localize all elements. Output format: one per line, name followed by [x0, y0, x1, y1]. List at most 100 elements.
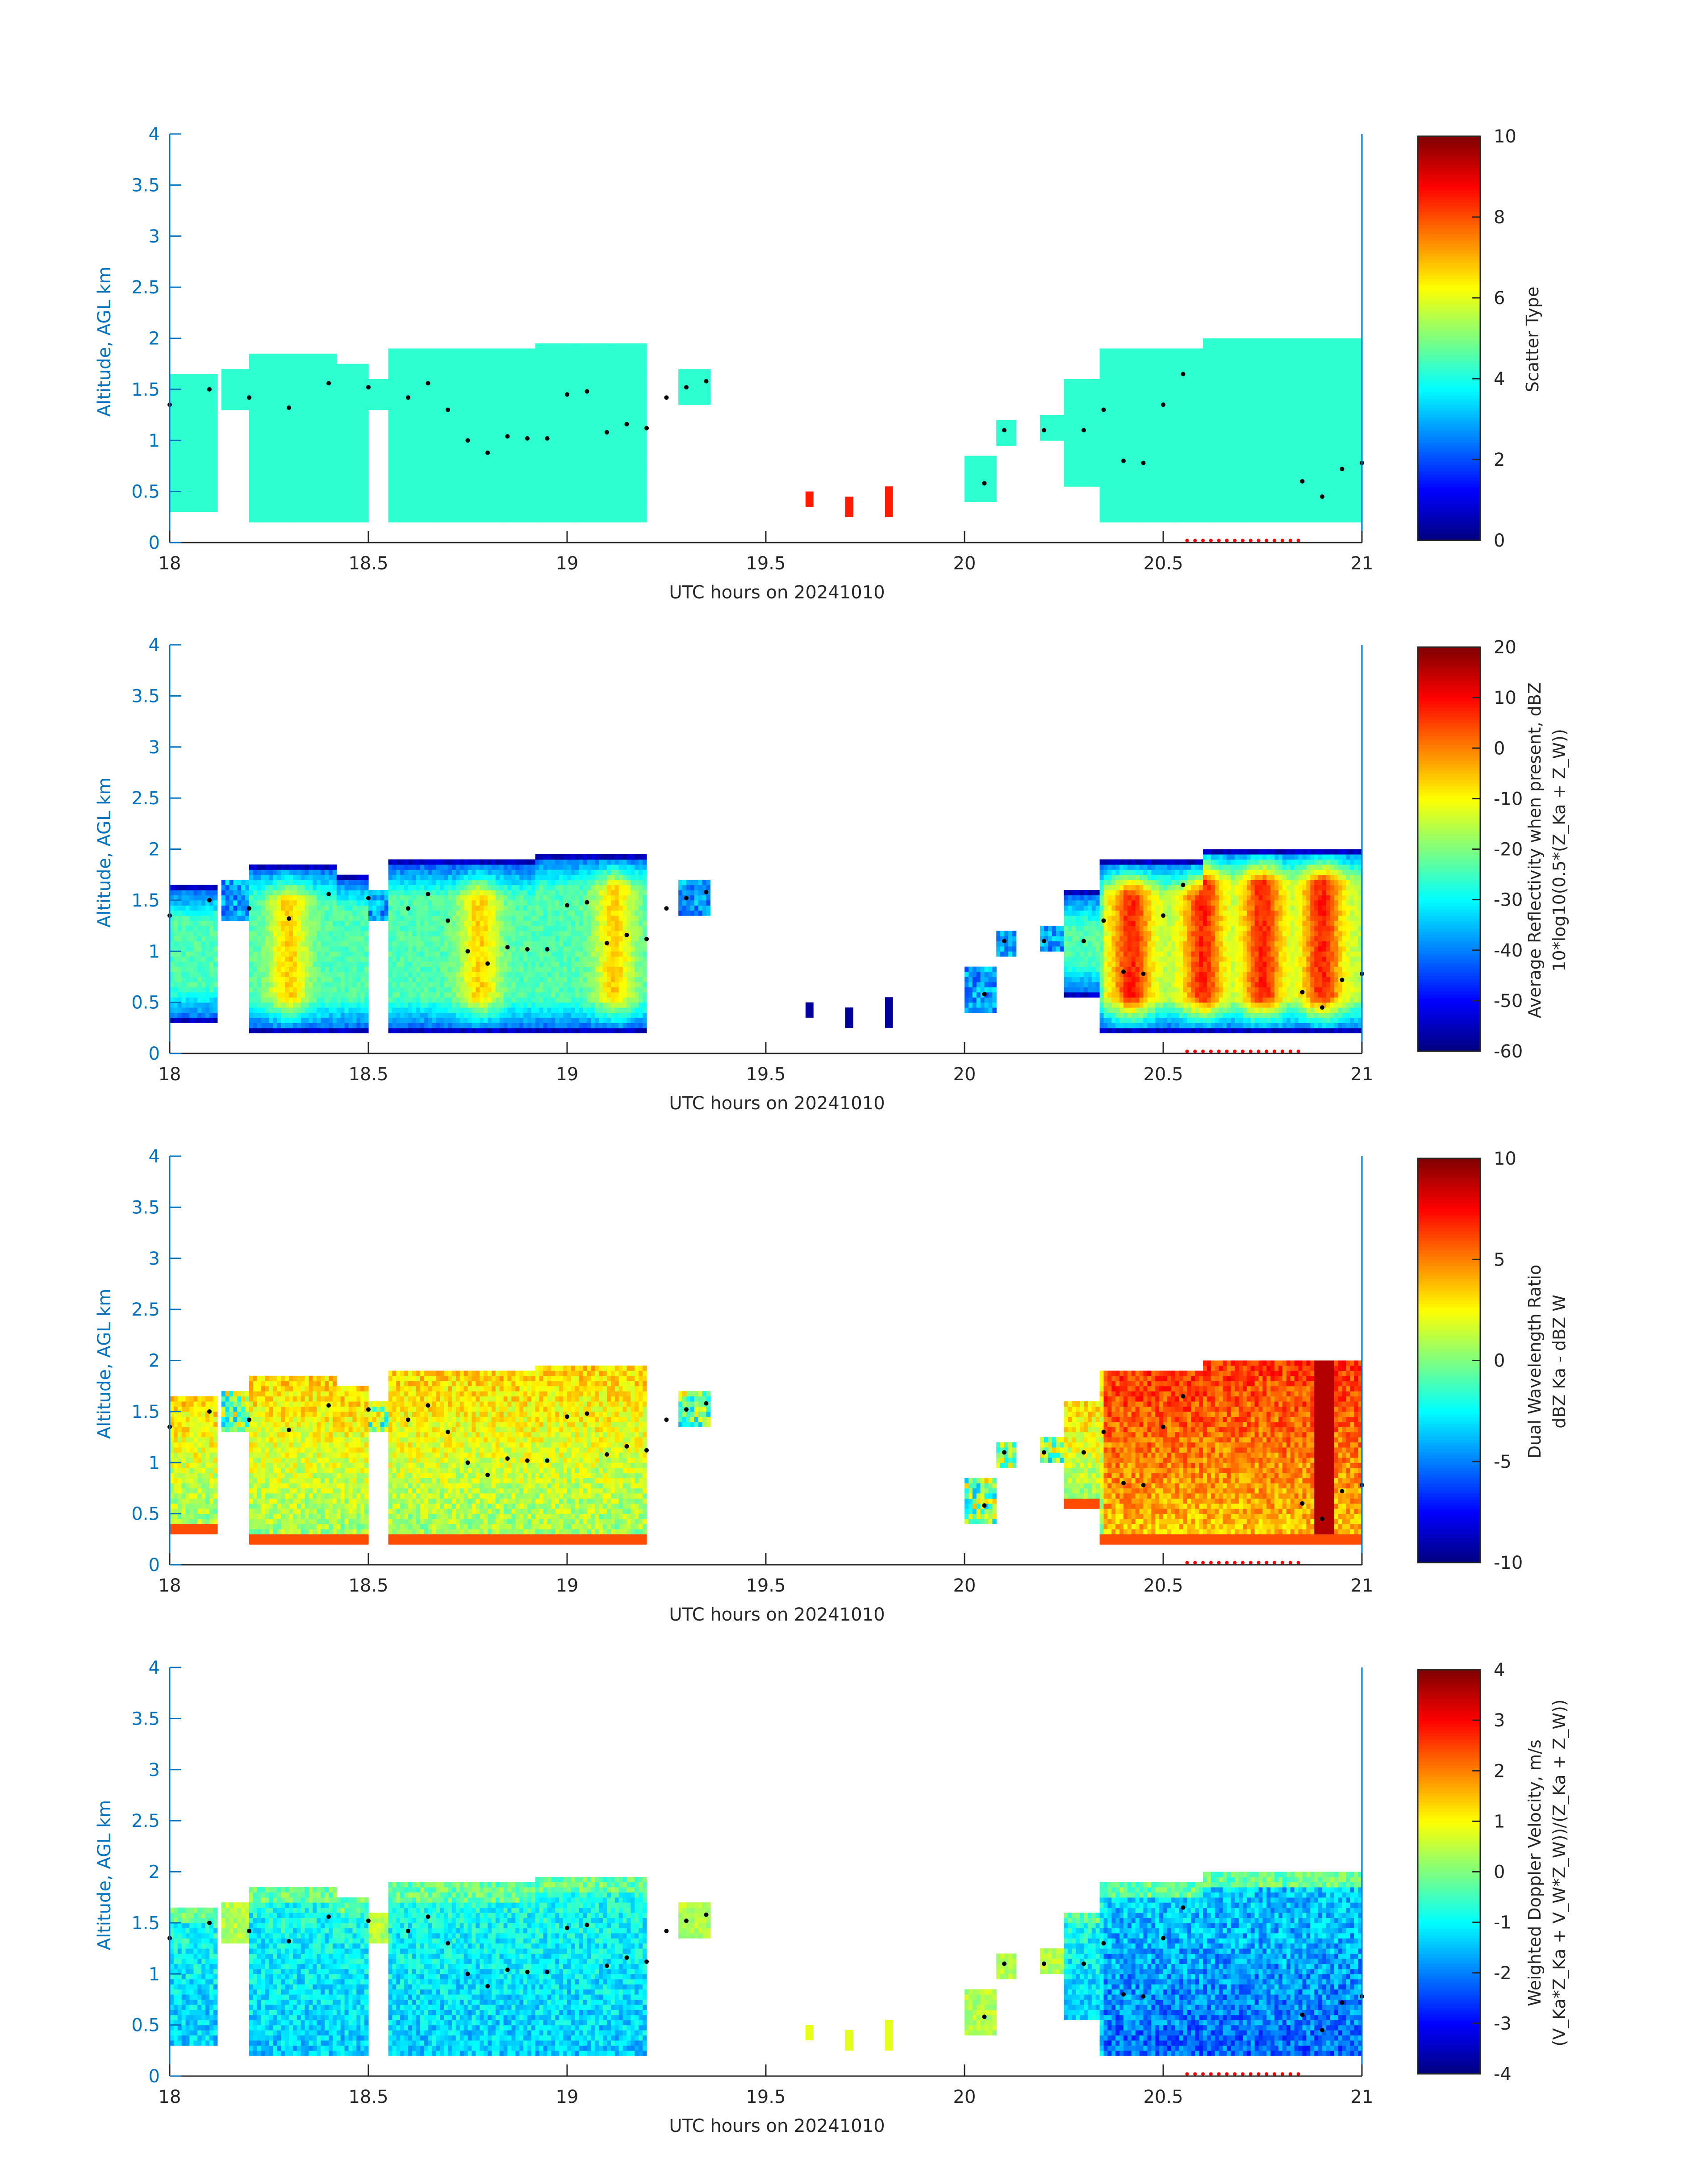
- heatmap-cell: [309, 517, 313, 522]
- heatmap-cell: [333, 451, 337, 456]
- heatmap-cell: [349, 497, 353, 502]
- heatmap-cell: [193, 507, 198, 512]
- heatmap-cell: [257, 359, 262, 364]
- heatmap-cell: [257, 430, 262, 435]
- heatmap-cell: [356, 476, 361, 481]
- heatmap-cell: [197, 435, 202, 441]
- heatmap-cell: [345, 486, 349, 492]
- heatmap-cell: [293, 405, 297, 410]
- heatmap-cell: [245, 374, 250, 380]
- heatmap-cell: [297, 400, 301, 405]
- heatmap-cell: [277, 471, 281, 476]
- heatmap-cell: [313, 435, 317, 441]
- heatmap-cell: [285, 451, 289, 456]
- heatmap-cell: [265, 446, 270, 451]
- heatmap-cell: [317, 420, 321, 426]
- heatmap-cell: [178, 374, 182, 380]
- heatmap-cell: [241, 394, 246, 400]
- heatmap-cell: [313, 446, 317, 451]
- heatmap-cell: [182, 425, 186, 430]
- heatmap-cell: [309, 507, 313, 512]
- heatmap-cell: [313, 451, 317, 456]
- heatmap-cell: [345, 389, 349, 395]
- heatmap-cell: [261, 369, 266, 374]
- heatmap-cell: [285, 492, 289, 497]
- heatmap-cell: [337, 456, 341, 461]
- heatmap-cell: [205, 394, 210, 400]
- heatmap-cell: [190, 435, 194, 441]
- heatmap-cell: [352, 466, 357, 471]
- heatmap-cell: [273, 517, 277, 522]
- heatmap-cell: [269, 389, 274, 395]
- heatmap-cell: [329, 446, 333, 451]
- heatmap-cell: [237, 405, 242, 410]
- heatmap-cell: [329, 415, 333, 420]
- heatmap-cell: [333, 507, 337, 512]
- heatmap-cell: [201, 466, 206, 471]
- heatmap-cell: [182, 405, 186, 410]
- heatmap-cell: [309, 461, 313, 466]
- heatmap-cell: [193, 410, 198, 415]
- heatmap-cell: [281, 517, 285, 522]
- heatmap-cell: [213, 374, 218, 380]
- heatmap-cell: [321, 456, 325, 461]
- heatmap-cell: [356, 471, 361, 476]
- heatmap-cell: [317, 456, 321, 461]
- heatmap-cell: [197, 502, 202, 507]
- heatmap-cell: [345, 405, 349, 410]
- heatmap-cell: [341, 440, 345, 446]
- heatmap-cell: [345, 517, 349, 522]
- heatmap-cell: [345, 374, 349, 380]
- heatmap-cell: [186, 461, 190, 466]
- heatmap-cell: [301, 384, 305, 389]
- heatmap-cell: [329, 410, 333, 415]
- heatmap-cell: [261, 517, 266, 522]
- heatmap-cell: [253, 486, 258, 492]
- heatmap-cell: [265, 374, 270, 380]
- heatmap-cell: [281, 451, 285, 456]
- heatmap-cell: [352, 476, 357, 481]
- heatmap-cell: [333, 435, 337, 441]
- heatmap-cell: [281, 389, 285, 395]
- heatmap-cell: [281, 415, 285, 420]
- heatmap-cell: [313, 354, 317, 359]
- heatmap-cell: [325, 400, 329, 405]
- heatmap-cell: [333, 466, 337, 471]
- heatmap-cell: [257, 466, 262, 471]
- heatmap-cell: [257, 486, 262, 492]
- heatmap-cell: [301, 476, 305, 481]
- heatmap-cell: [297, 369, 301, 374]
- heatmap-cell: [321, 492, 325, 497]
- heatmap-cell: [333, 354, 337, 359]
- heatmap-cell: [301, 415, 305, 420]
- heatmap-cell: [190, 502, 194, 507]
- heatmap-cell: [193, 481, 198, 487]
- heatmap-cell: [190, 420, 194, 426]
- heatmap-cell: [313, 374, 317, 380]
- heatmap-cell: [178, 466, 182, 471]
- heatmap-cell: [356, 456, 361, 461]
- heatmap-cell: [237, 394, 242, 400]
- heatmap-cell: [301, 430, 305, 435]
- heatmap-cell: [329, 359, 333, 364]
- heatmap-cell: [277, 394, 281, 400]
- heatmap-cell: [317, 359, 321, 364]
- heatmap-cell: [285, 415, 289, 420]
- heatmap-cell: [297, 415, 301, 420]
- heatmap-cell: [226, 374, 230, 380]
- heatmap-cell: [182, 486, 186, 492]
- heatmap-cell: [297, 512, 301, 517]
- heatmap-cell: [356, 497, 361, 502]
- heatmap-cell: [273, 481, 277, 487]
- heatmap-cell: [313, 369, 317, 374]
- heatmap-cell: [257, 492, 262, 497]
- heatmap-cell: [257, 517, 262, 522]
- heatmap-cell: [253, 430, 258, 435]
- heatmap-cell: [261, 471, 266, 476]
- heatmap-cell: [245, 384, 250, 389]
- heatmap-cell: [341, 435, 345, 441]
- heatmap-cell: [349, 400, 353, 405]
- heatmap-cell: [249, 476, 254, 481]
- heatmap-cell: [273, 466, 277, 471]
- heatmap-cell: [297, 517, 301, 522]
